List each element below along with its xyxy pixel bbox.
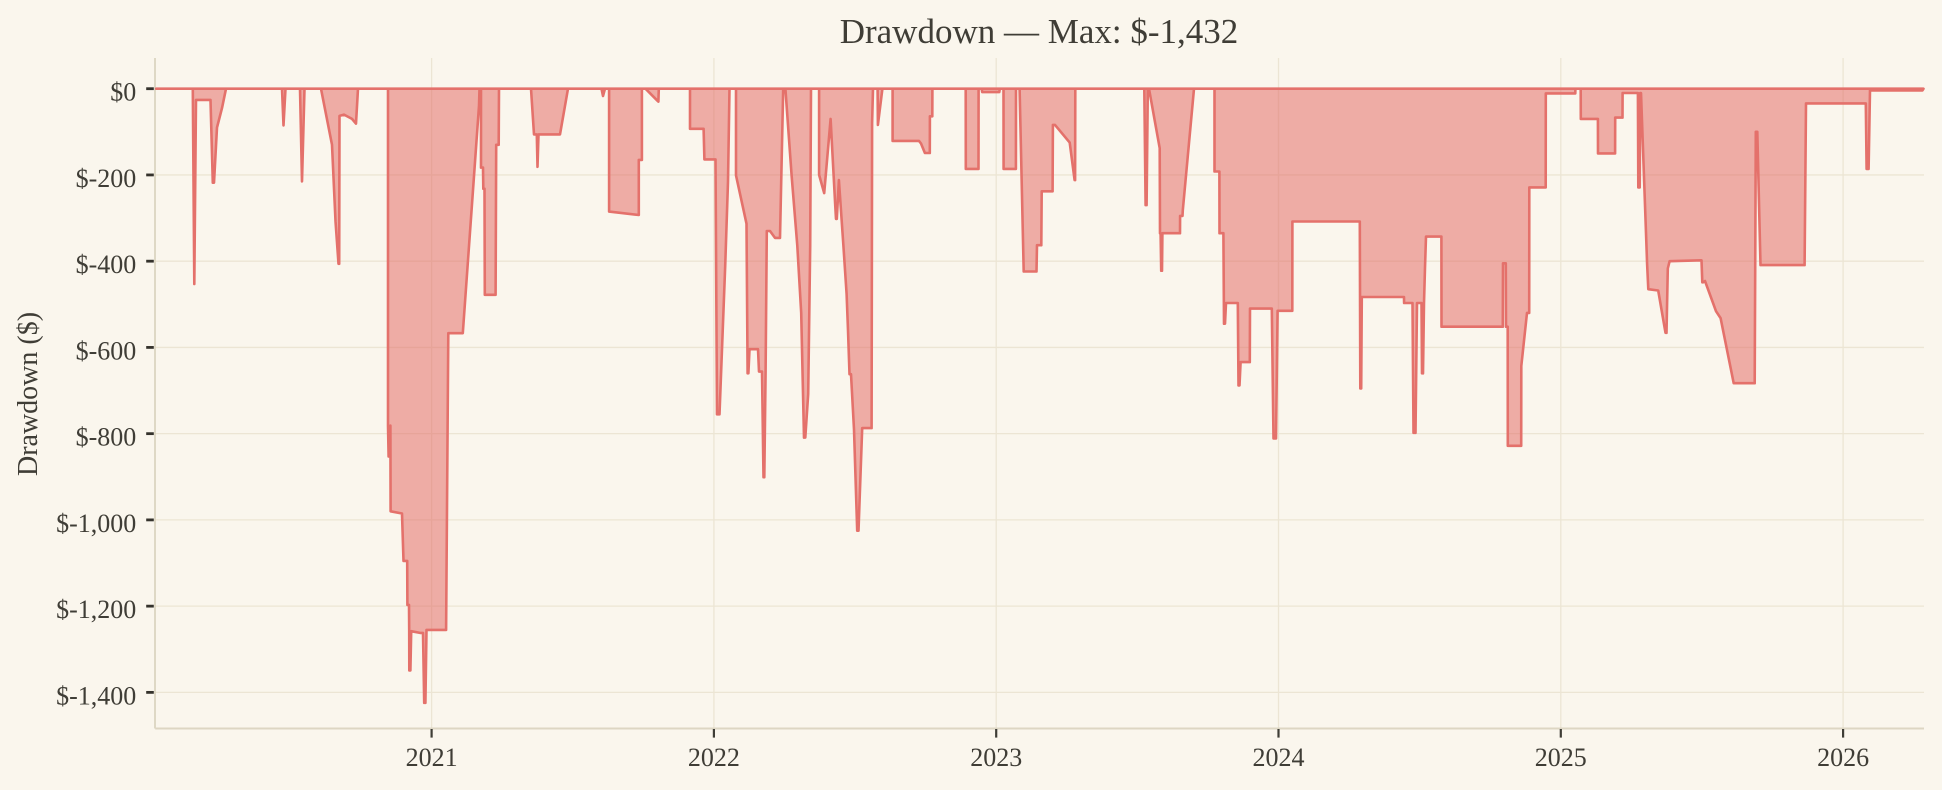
svg-text:2023: 2023: [970, 743, 1022, 772]
svg-text:2025: 2025: [1535, 743, 1587, 772]
svg-text:2024: 2024: [1253, 743, 1305, 772]
svg-text:Drawdown ($): Drawdown ($): [13, 312, 44, 476]
svg-text:$-1,200: $-1,200: [56, 595, 136, 624]
svg-text:2021: 2021: [406, 743, 458, 772]
svg-text:$-1,000: $-1,000: [56, 509, 136, 538]
svg-text:$-600: $-600: [76, 336, 137, 365]
svg-text:$0: $0: [110, 78, 136, 107]
svg-text:$-400: $-400: [76, 250, 137, 279]
svg-text:$-800: $-800: [76, 423, 137, 452]
svg-text:$-1,400: $-1,400: [56, 681, 136, 710]
svg-text:2026: 2026: [1817, 743, 1869, 772]
svg-text:$-200: $-200: [76, 164, 137, 193]
svg-text:Drawdown — Max: $-1,432: Drawdown — Max: $-1,432: [840, 12, 1239, 51]
svg-text:2022: 2022: [688, 743, 740, 772]
